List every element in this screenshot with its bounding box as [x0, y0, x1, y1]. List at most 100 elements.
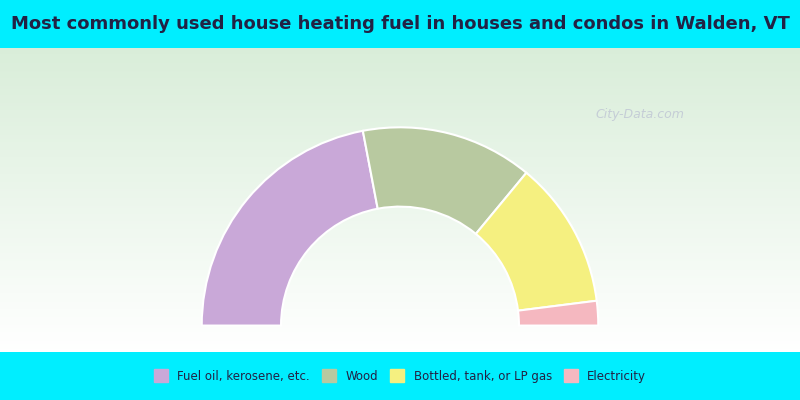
- Bar: [0, 183, 800, 185]
- Bar: [0, 60, 800, 62]
- Bar: [0, 166, 800, 168]
- Bar: [0, 68, 800, 69]
- Bar: [0, 256, 800, 258]
- Bar: [0, 276, 800, 278]
- Bar: [0, 185, 800, 186]
- Bar: [0, 197, 800, 198]
- Bar: [0, 80, 800, 82]
- Bar: [0, 273, 800, 274]
- Bar: [0, 294, 800, 296]
- Bar: [0, 74, 800, 75]
- Bar: [0, 227, 800, 229]
- Bar: [0, 194, 800, 196]
- Bar: [0, 350, 800, 352]
- Bar: [0, 285, 800, 287]
- Bar: [0, 305, 800, 306]
- Bar: [0, 142, 800, 144]
- Bar: [0, 249, 800, 250]
- Bar: [0, 252, 800, 253]
- Bar: [0, 253, 800, 255]
- Bar: [0, 128, 800, 130]
- Bar: [0, 115, 800, 116]
- Bar: [0, 103, 800, 104]
- Bar: [0, 95, 800, 97]
- Legend: Fuel oil, kerosene, etc., Wood, Bottled, tank, or LP gas, Electricity: Fuel oil, kerosene, etc., Wood, Bottled,…: [148, 364, 652, 388]
- Bar: [0, 261, 800, 262]
- Bar: [0, 200, 800, 202]
- Bar: [0, 238, 800, 240]
- Bar: [0, 59, 800, 60]
- Bar: [0, 255, 800, 256]
- Bar: [0, 86, 800, 88]
- Bar: [0, 132, 800, 133]
- Bar: [0, 224, 800, 226]
- Bar: [0, 171, 800, 173]
- Bar: [0, 82, 800, 83]
- Bar: [0, 112, 800, 113]
- Bar: [0, 179, 800, 180]
- Bar: [0, 52, 800, 54]
- Bar: [0, 83, 800, 84]
- Bar: [0, 290, 800, 291]
- Bar: [0, 221, 800, 223]
- Bar: [0, 293, 800, 294]
- Bar: [0, 130, 800, 132]
- Bar: [0, 118, 800, 120]
- Bar: [0, 107, 800, 109]
- Bar: [0, 165, 800, 166]
- Bar: [0, 150, 800, 151]
- Bar: [0, 279, 800, 280]
- Bar: [0, 56, 800, 57]
- Bar: [0, 218, 800, 220]
- Bar: [0, 234, 800, 235]
- Bar: [0, 272, 800, 273]
- Bar: [0, 196, 800, 197]
- Bar: [0, 148, 800, 150]
- Bar: [0, 232, 800, 234]
- Bar: [0, 62, 800, 63]
- Bar: [0, 170, 800, 171]
- Wedge shape: [518, 301, 598, 326]
- Bar: [0, 299, 800, 300]
- Bar: [0, 274, 800, 276]
- Bar: [0, 320, 800, 322]
- Bar: [0, 208, 800, 209]
- Bar: [0, 335, 800, 337]
- Bar: [0, 78, 800, 80]
- Text: City-Data.com: City-Data.com: [595, 108, 685, 121]
- Bar: [0, 133, 800, 135]
- Bar: [0, 198, 800, 200]
- Bar: [0, 124, 800, 126]
- Bar: [0, 127, 800, 128]
- Bar: [0, 72, 800, 74]
- Bar: [0, 110, 800, 112]
- Bar: [0, 48, 800, 50]
- Bar: [0, 236, 800, 238]
- Bar: [0, 282, 800, 284]
- Bar: [0, 242, 800, 244]
- Bar: [0, 230, 800, 232]
- Bar: [0, 341, 800, 343]
- Bar: [0, 156, 800, 158]
- Bar: [0, 189, 800, 191]
- Bar: [0, 264, 800, 265]
- Bar: [0, 316, 800, 317]
- Bar: [0, 346, 800, 348]
- Bar: [0, 191, 800, 192]
- Wedge shape: [363, 127, 526, 234]
- Bar: [0, 203, 800, 204]
- Bar: [0, 144, 800, 145]
- Bar: [0, 139, 800, 141]
- Bar: [0, 57, 800, 59]
- Bar: [0, 63, 800, 65]
- Bar: [0, 177, 800, 179]
- Bar: [0, 211, 800, 212]
- Bar: [0, 217, 800, 218]
- Bar: [0, 250, 800, 252]
- Bar: [0, 174, 800, 176]
- Bar: [0, 75, 800, 77]
- Bar: [0, 151, 800, 153]
- Bar: [0, 77, 800, 78]
- Bar: [0, 101, 800, 103]
- Bar: [0, 297, 800, 299]
